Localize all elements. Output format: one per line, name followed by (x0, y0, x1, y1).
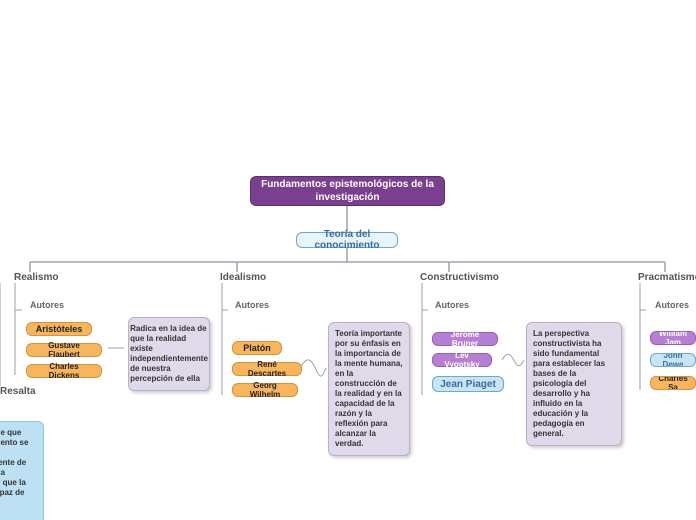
sub-node[interactable]: Teoría del conocimiento (296, 232, 398, 248)
pracmatismo-authors-label: Autores (655, 300, 689, 310)
branch-pracmatismo[interactable]: Pracmatismo (638, 272, 696, 283)
realismo-desc-text: Radica en la idea de que la realidad exi… (130, 324, 208, 384)
pracmatismo-author-3[interactable]: Charles Sa (650, 376, 696, 390)
constructivismo-desc-text: La perspectiva constructivista ha sido f… (533, 329, 615, 439)
constructivismo-author-1[interactable]: Jerome Bruner (432, 332, 498, 346)
idealismo-author-2[interactable]: René Descartes (232, 362, 302, 376)
idealismo-authors-label: Autores (235, 300, 269, 310)
constructivismo-authors-label: Autores (435, 300, 469, 310)
root-title: Fundamentos epistemológicos de la invest… (257, 178, 438, 204)
constructivismo-author-3[interactable]: Jean Piaget (432, 376, 504, 392)
constructivismo-desc: La perspectiva constructivista ha sido f… (526, 322, 622, 446)
sub-title: Teoría del conocimiento (303, 229, 391, 251)
realismo-author-1[interactable]: Aristóteles (26, 322, 92, 336)
branch-resalta[interactable]: Resalta (0, 386, 36, 397)
realismo-author-2[interactable]: Gustave Flaubert (26, 343, 102, 357)
constructivismo-author-2[interactable]: Lev Vygotsky (432, 353, 492, 367)
idealismo-desc-text: Teoría importante por su énfasis en la i… (335, 329, 403, 449)
realismo-author-3[interactable]: Charles Dickens (26, 364, 102, 378)
idealismo-desc: Teoría importante por su énfasis en la i… (328, 322, 410, 456)
pracmatismo-author-2[interactable]: John Dewe (650, 353, 696, 367)
realismo-authors-label: Autores (30, 300, 64, 310)
branch-realismo[interactable]: Realismo (14, 272, 58, 283)
resalta-desc: dea de que ocimiento se palmente de ón y… (0, 421, 44, 520)
branch-idealismo[interactable]: Idealismo (220, 272, 266, 283)
pracmatismo-author-1[interactable]: William Jam (650, 331, 696, 345)
idealismo-author-3[interactable]: Georg Wilhelm (232, 383, 298, 397)
idealismo-author-1[interactable]: Platón (232, 341, 282, 355)
branch-constructivismo[interactable]: Constructivismo (420, 272, 499, 283)
resalta-desc-text: dea de que ocimiento se palmente de ón y… (0, 428, 28, 520)
root-node[interactable]: Fundamentos epistemológicos de la invest… (250, 176, 445, 206)
realismo-desc: Radica en la idea de que la realidad exi… (128, 317, 210, 391)
